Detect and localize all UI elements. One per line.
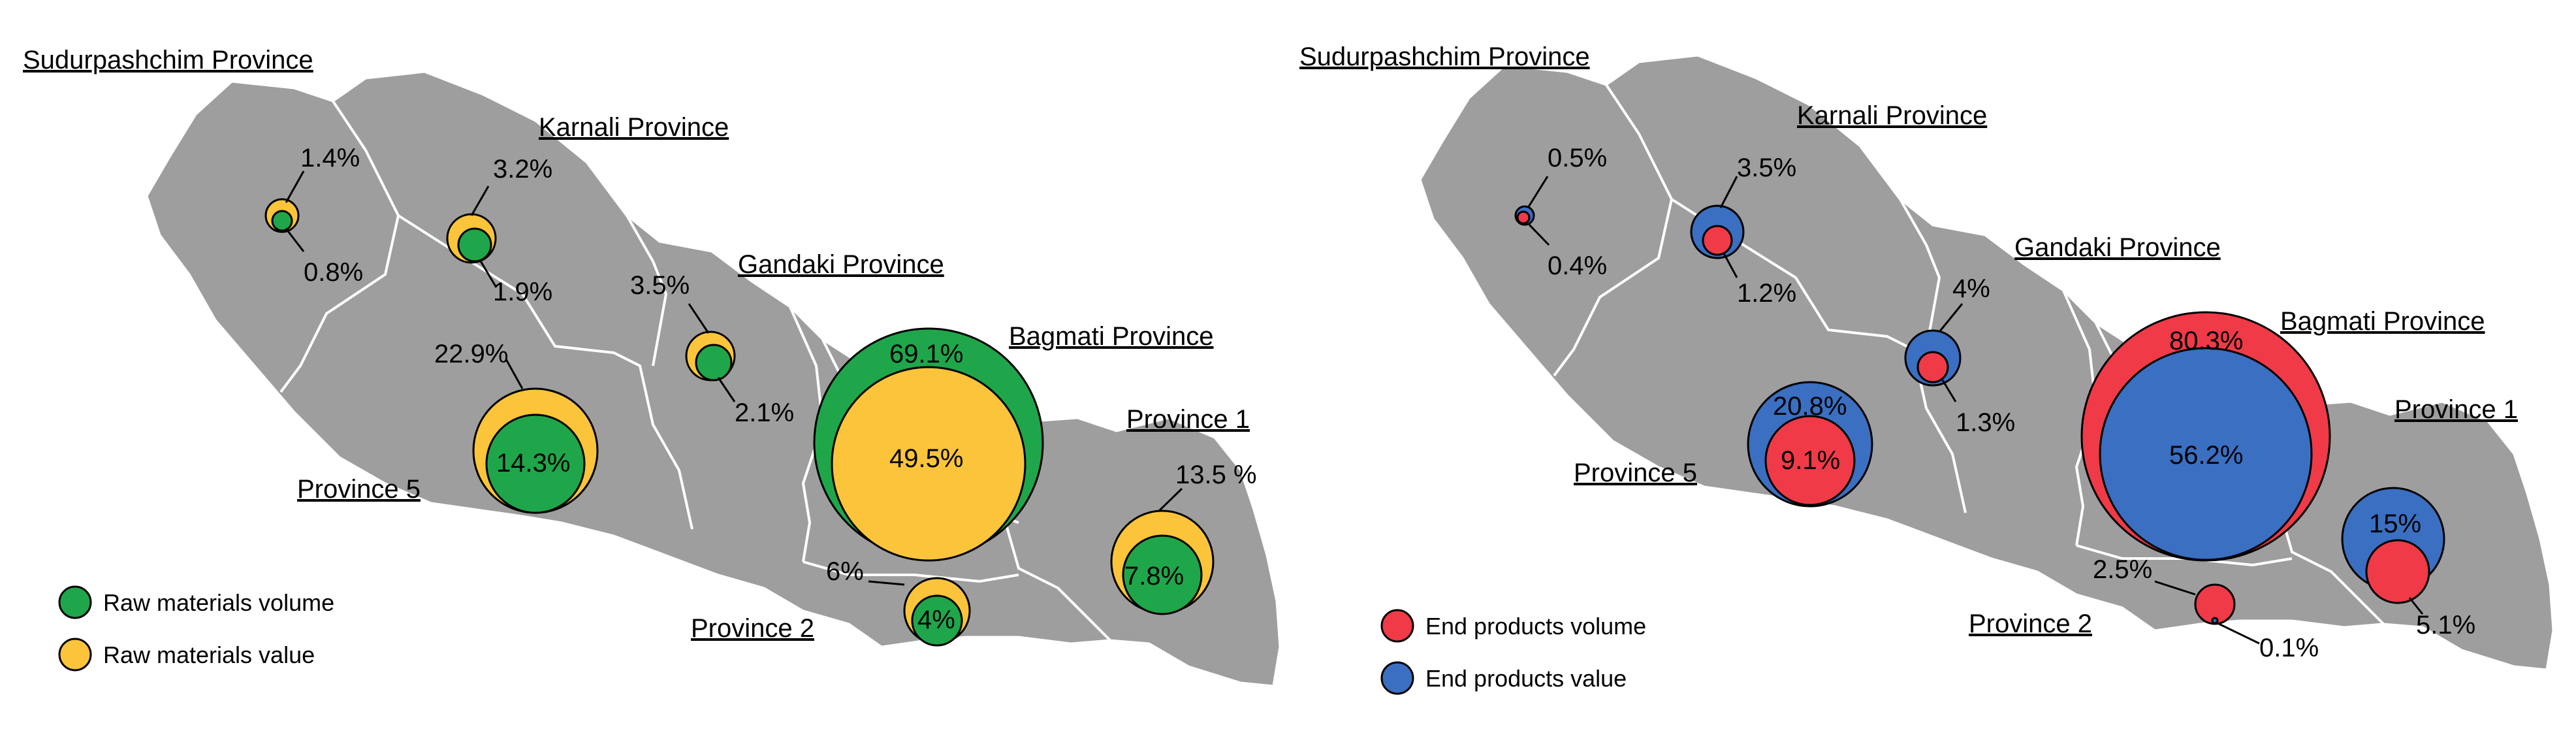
left-sudurpashchim-value-label: 1.4% bbox=[300, 144, 360, 172]
left-province2-volume-circle bbox=[911, 594, 963, 647]
left-gandaki-volume-label: 2.1% bbox=[735, 398, 794, 427]
right-label-karnali: Karnali Province bbox=[1797, 101, 1987, 130]
left-bagmati-volume-label: 69.1% bbox=[889, 340, 963, 368]
right-karnali-value-label: 3.5% bbox=[1737, 154, 1796, 182]
left-province1-volume-circle bbox=[1122, 534, 1203, 615]
left-province2-value-label: 6% bbox=[826, 557, 864, 586]
left-label-gandaki: Gandaki Province bbox=[738, 250, 944, 279]
left-map: Sudurpashchim Province Karnali Province … bbox=[23, 46, 1281, 687]
right-map: Sudurpashchim Province Karnali Province … bbox=[1299, 42, 2554, 695]
left-gandaki-value-label: 3.5% bbox=[630, 271, 690, 300]
left-label-province5: Province 5 bbox=[297, 475, 421, 504]
left-label-sudurpashchim: Sudurpashchim Province bbox=[23, 46, 313, 74]
right-karnali-volume-label: 1.2% bbox=[1737, 279, 1796, 308]
right-province1-value-label: 15% bbox=[2369, 510, 2421, 538]
right-province1-volume-circle bbox=[2365, 539, 2430, 604]
right-province2-volume-label: 0.1% bbox=[2259, 634, 2319, 662]
right-gandaki-value-label: 4% bbox=[1952, 274, 1990, 303]
right-province5-value-label: 20.8% bbox=[1773, 392, 1847, 421]
left-label-province2: Province 2 bbox=[691, 614, 814, 643]
left-legend-value-label: Raw materials value bbox=[103, 641, 315, 668]
right-gandaki-volume-label: 1.3% bbox=[1956, 408, 2015, 437]
right-gandaki-volume-circle bbox=[1916, 351, 1949, 383]
right-legend-volume-swatch bbox=[1380, 609, 1414, 643]
right-province2-value-label: 2.5% bbox=[2093, 555, 2152, 584]
left-karnali-value-label: 3.2% bbox=[493, 155, 552, 184]
right-sudurpashchim-volume-label: 0.4% bbox=[1548, 251, 1607, 280]
right-label-province5: Province 5 bbox=[1574, 459, 1697, 487]
left-bagmati-value-circle bbox=[831, 366, 1026, 562]
left-bagmati-value-label: 49.5% bbox=[889, 444, 963, 473]
left-karnali-volume-label: 1.9% bbox=[493, 278, 552, 306]
right-label-gandaki: Gandaki Province bbox=[2014, 233, 2221, 262]
left-province1-volume-label: 7.8% bbox=[1124, 562, 1184, 591]
right-province1-volume-label: 5.1% bbox=[2416, 611, 2475, 640]
left-sudurpashchim-volume-label: 0.8% bbox=[304, 258, 363, 287]
right-legend-volume-label: End products volume bbox=[1425, 613, 1646, 640]
right-label-sudurpashchim: Sudurpashchim Province bbox=[1299, 42, 1590, 71]
right-label-bagmati: Bagmati Province bbox=[2280, 307, 2485, 336]
right-label-province2: Province 2 bbox=[1969, 609, 2092, 638]
left-province1-value-label: 13.5 % bbox=[1175, 461, 1257, 489]
right-sudurpashchim-volume-circle bbox=[1516, 210, 1531, 225]
right-legend-value-label: End products value bbox=[1425, 665, 1627, 692]
left-legend-volume-swatch bbox=[58, 585, 92, 619]
right-sudurpashchim-value-label: 0.5% bbox=[1548, 144, 1607, 172]
left-karnali-volume-circle bbox=[457, 227, 492, 263]
left-province5-volume-label: 14.3% bbox=[496, 449, 570, 478]
right-province5-volume-circle bbox=[1764, 415, 1856, 506]
left-province5-volume-circle bbox=[485, 414, 586, 514]
right-province5-volume-label: 9.1% bbox=[1781, 446, 1840, 475]
right-legend-value-swatch bbox=[1380, 661, 1414, 695]
right-label-province1: Province 1 bbox=[2394, 395, 2518, 424]
left-sudurpashchim-volume-circle bbox=[271, 210, 293, 232]
left-label-karnali: Karnali Province bbox=[539, 113, 729, 142]
left-legend-volume-label: Raw materials volume bbox=[103, 589, 334, 616]
left-legend-value-swatch bbox=[58, 638, 92, 672]
left-label-bagmati: Bagmati Province bbox=[1009, 322, 1213, 351]
left-gandaki-volume-circle bbox=[695, 344, 733, 381]
right-bagmati-volume-label: 80.3% bbox=[2169, 327, 2243, 355]
right-province2-value-circle bbox=[2211, 617, 2219, 624]
right-karnali-volume-circle bbox=[1702, 225, 1733, 256]
left-label-province1: Province 1 bbox=[1126, 405, 1250, 434]
right-bagmati-value-circle bbox=[2099, 347, 2313, 561]
left-province5-value-label: 22.9% bbox=[434, 340, 508, 368]
left-province2-volume-label: 4% bbox=[917, 606, 955, 634]
right-bagmati-value-label: 56.2% bbox=[2169, 441, 2243, 470]
